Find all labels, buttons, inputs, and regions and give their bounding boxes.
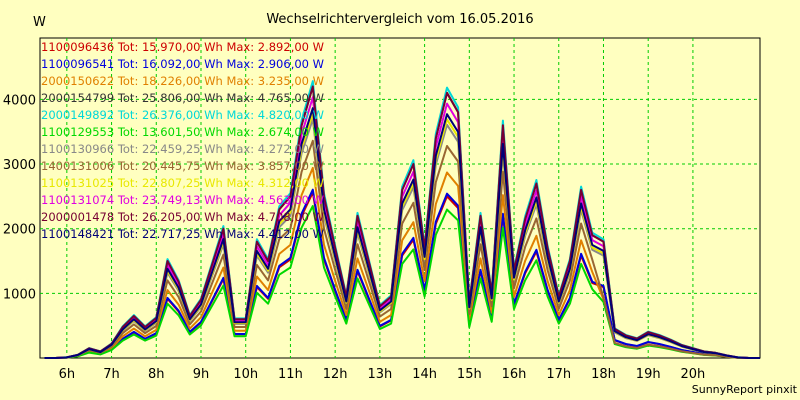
y-tick-label: 3000	[3, 158, 36, 173]
x-tick-label: 13h	[367, 367, 392, 382]
x-tick-label: 17h	[546, 367, 571, 382]
legend-entry: 1100129553 Tot: 13.601,50 Wh Max: 2.674,…	[41, 125, 324, 139]
series-line-1400131006	[44, 139, 760, 359]
legend-entry: 2000150622 Tot: 18.226,00 Wh Max: 3.235,…	[41, 74, 324, 88]
legend-entry: 1100096436 Tot: 15.970,00 Wh Max: 2.892,…	[41, 40, 324, 54]
x-tick-label: 20h	[681, 367, 706, 382]
x-tick-label: 18h	[591, 367, 616, 382]
y-tick-label: 1000	[3, 287, 36, 302]
legend-entry: 1100096541 Tot: 16.092,00 Wh Max: 2.906,…	[41, 57, 324, 71]
series-line-2000001478	[44, 85, 760, 359]
x-tick-label: 16h	[502, 367, 527, 382]
series-line-1100148421	[44, 107, 760, 359]
y-tick-labels: 1000 2000 3000 4000	[3, 93, 36, 302]
chart-title: Wechselrichtervergleich vom 16.05.2016	[266, 12, 533, 27]
x-tick-label: 7h	[103, 367, 120, 382]
footer-credit: SunnyReport pinxit	[692, 383, 798, 396]
legend-entry: 2000149892 Tot: 26.376,00 Wh Max: 4.820,…	[41, 108, 324, 122]
x-tick-label: 14h	[412, 367, 437, 382]
legend-entry: 1100131025 Tot: 22.807,25 Wh Max: 4.312,…	[41, 176, 324, 190]
x-tick-label: 19h	[636, 367, 661, 382]
x-tick-label: 6h	[59, 367, 76, 382]
legend-entry: 1400131006 Tot: 20.445,75 Wh Max: 3.857,…	[41, 159, 324, 173]
x-tick-label: 12h	[323, 367, 348, 382]
x-tick-label: 10h	[233, 367, 258, 382]
legend: 1100096436 Tot: 15.970,00 Wh Max: 2.892,…	[41, 40, 324, 241]
x-tick-label: 8h	[148, 367, 165, 382]
x-tick-label: 15h	[457, 367, 482, 382]
y-tick-label: 4000	[3, 93, 36, 108]
x-tick-label: 9h	[193, 367, 210, 382]
x-tick-label: 11h	[278, 367, 303, 382]
legend-entry: 1100130966 Tot: 22.459,25 Wh Max: 4.272,…	[41, 142, 324, 156]
x-tick-labels: 6h 7h 8h 9h 10h 11h 12h 13h 14h 15h 16h 17h 18h 19h 20…	[59, 367, 706, 382]
series-lines	[44, 80, 760, 359]
legend-entry: 1100131074 Tot: 23.749,13 Wh Max: 4.563,…	[41, 193, 324, 207]
legend-entry: 1100148421 Tot: 22.717,25 Wh Max: 4.412,…	[41, 227, 324, 241]
legend-entry: 2000154799 Tot: 25.806,00 Wh Max: 4.765,…	[41, 91, 324, 105]
y-tick-label: 2000	[3, 223, 36, 238]
y-axis-label: W	[33, 15, 46, 30]
series-line-1100096541	[44, 188, 760, 359]
legend-entry: 2000001478 Tot: 26.205,00 Wh Max: 4.708,…	[41, 210, 324, 224]
